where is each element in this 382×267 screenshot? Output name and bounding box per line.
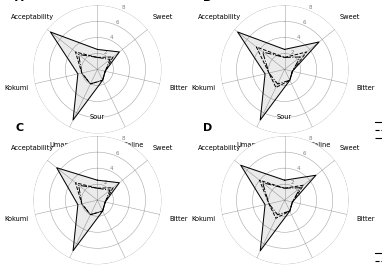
Text: C: C bbox=[15, 123, 23, 133]
Text: B: B bbox=[202, 0, 211, 2]
Legend: F₁MRP, F₁NC, F₁BC: F₁MRP, F₁NC, F₁BC bbox=[375, 251, 382, 267]
Polygon shape bbox=[238, 32, 319, 120]
Polygon shape bbox=[50, 32, 119, 120]
Text: A: A bbox=[15, 0, 24, 2]
Polygon shape bbox=[57, 168, 119, 251]
Legend: F₁MRP, F₁NC, F₁BC: F₁MRP, F₁NC, F₁BC bbox=[375, 120, 382, 141]
Text: D: D bbox=[202, 123, 212, 133]
Polygon shape bbox=[241, 165, 316, 251]
